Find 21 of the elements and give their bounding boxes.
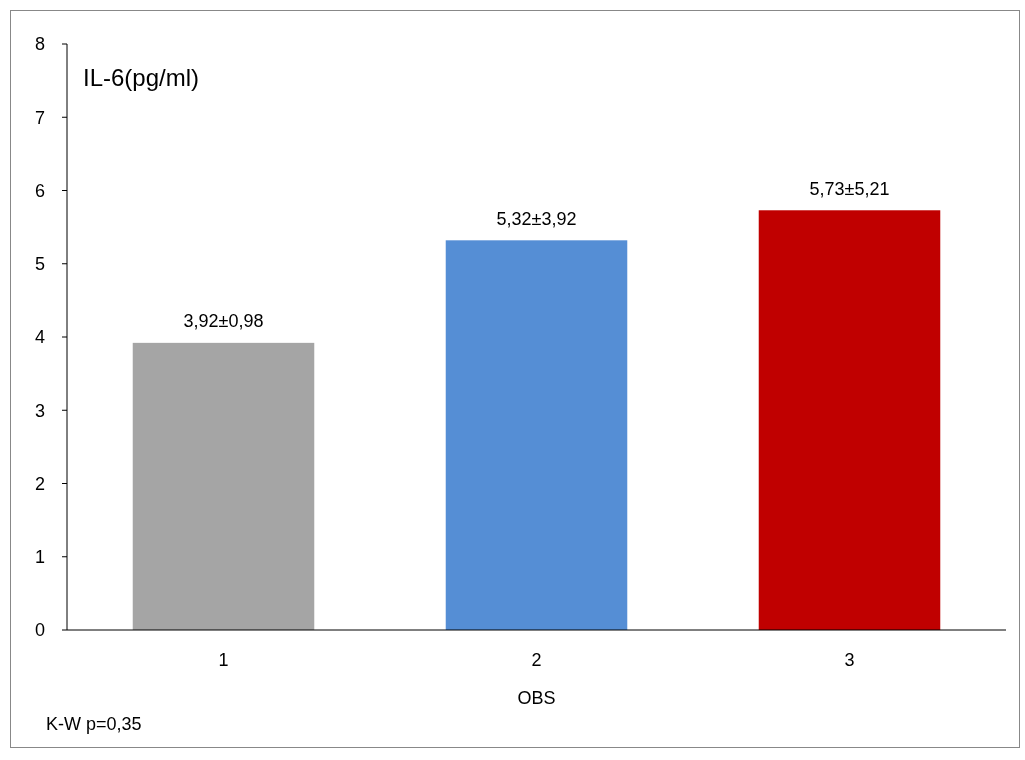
bar (758, 210, 941, 630)
y-tick-label: 3 (34, 400, 46, 421)
x-tick-label: 2 (531, 650, 542, 671)
y-tick-label: 1 (34, 547, 46, 568)
y-tick-label: 5 (34, 254, 46, 275)
text: K-W p=0,35 (46, 714, 142, 735)
y-tick-label: 6 (34, 180, 46, 201)
bar (132, 342, 315, 630)
y-axis-title: IL-6(pg/ml) (83, 64, 200, 92)
bar (445, 240, 628, 630)
y-tick-label: 4 (34, 327, 46, 348)
y-tick-label: 8 (34, 34, 46, 55)
data-label: 5,32±3,92 (496, 208, 577, 229)
y-tick-label: 7 (34, 107, 46, 128)
x-tick-label: 3 (844, 650, 855, 671)
x-tick-label: 1 (218, 650, 229, 671)
data-label: 5,73±5,21 (809, 178, 890, 199)
y-tick-label: 0 (34, 620, 46, 641)
y-tick-label: 2 (34, 473, 46, 494)
data-label: 3,92±0,98 (183, 311, 264, 332)
x-axis-title: OBS (517, 688, 556, 709)
